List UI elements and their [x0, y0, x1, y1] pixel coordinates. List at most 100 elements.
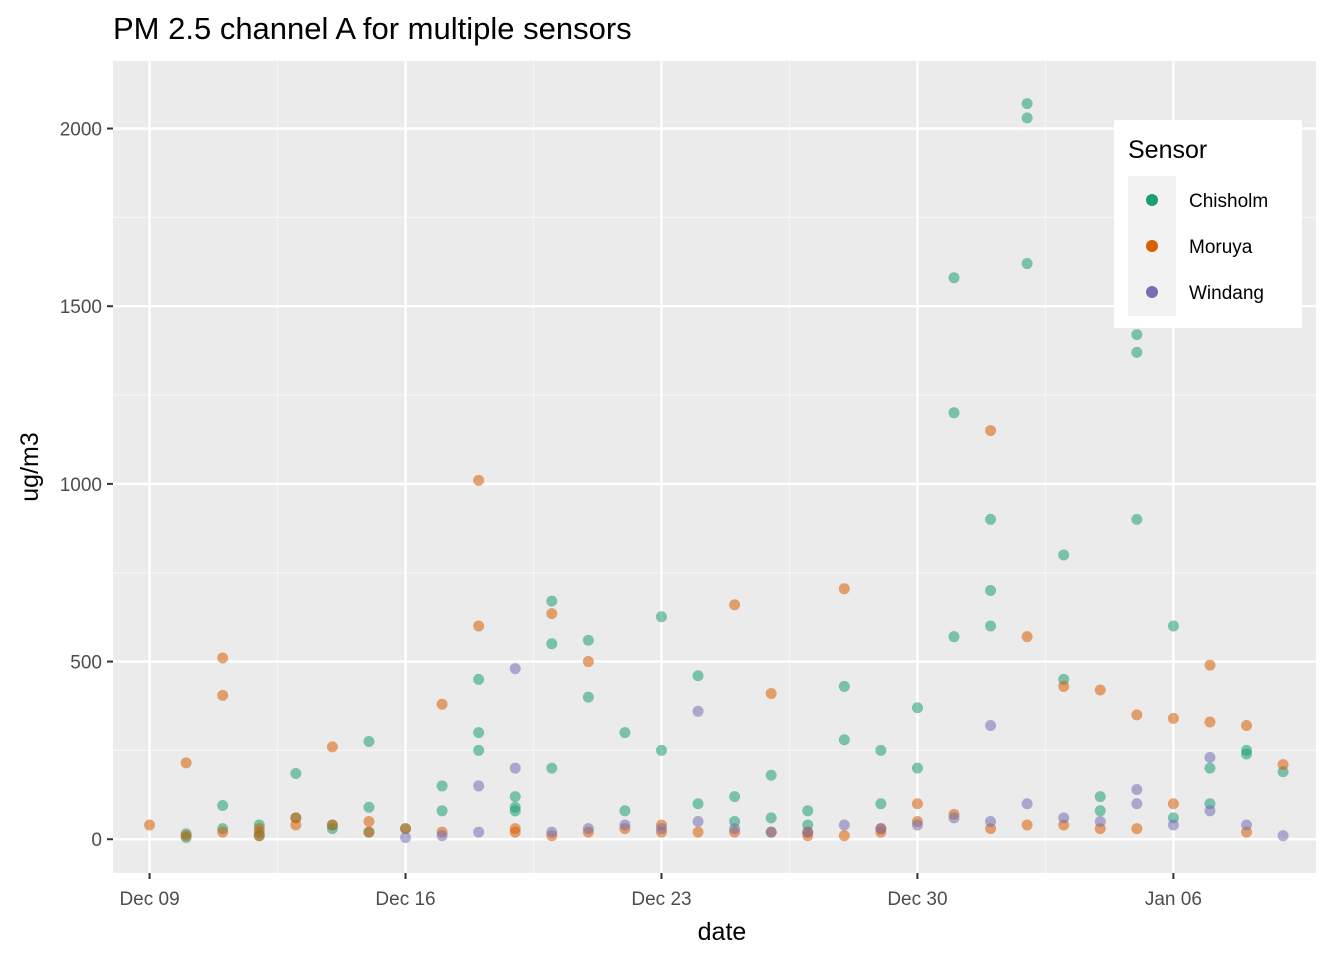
point-chisholm: [1131, 513, 1143, 525]
point-chisholm: [473, 744, 485, 756]
point-chisholm: [802, 805, 814, 817]
y-tick-label: 1000: [60, 475, 102, 496]
point-windang: [838, 819, 850, 831]
point-moruya: [1204, 716, 1216, 728]
point-windang: [948, 812, 960, 824]
point-windang: [1131, 798, 1143, 810]
x-tick-label: Dec 23: [631, 889, 691, 910]
point-moruya: [838, 583, 850, 595]
point-chisholm: [729, 791, 741, 803]
series-windang: [400, 663, 1289, 843]
point-moruya: [326, 819, 338, 831]
point-moruya: [1277, 759, 1289, 771]
point-moruya: [1094, 684, 1106, 696]
point-moruya: [546, 608, 558, 620]
point-windang: [985, 720, 997, 732]
point-windang: [765, 826, 777, 838]
y-axis-title: ug/m3: [16, 432, 44, 501]
point-chisholm: [546, 638, 558, 650]
point-windang: [1058, 812, 1070, 824]
legend-title: Sensor: [1128, 136, 1207, 164]
point-windang: [985, 815, 997, 827]
x-axis-title: date: [698, 918, 747, 946]
point-chisholm: [436, 780, 448, 792]
point-windang: [1094, 815, 1106, 827]
point-chisholm: [619, 805, 631, 817]
point-windang: [1167, 819, 1179, 831]
point-moruya: [1021, 819, 1033, 831]
point-windang: [692, 705, 704, 717]
point-chisholm: [1131, 329, 1143, 341]
point-windang: [692, 815, 704, 827]
point-chisholm: [546, 762, 558, 774]
point-moruya: [985, 425, 997, 437]
point-moruya: [838, 830, 850, 842]
y-tick-label: 2000: [60, 120, 102, 141]
legend-label-windang: Windang: [1189, 283, 1264, 304]
point-windang: [875, 823, 887, 835]
point-moruya: [582, 656, 594, 668]
point-moruya: [180, 757, 192, 769]
point-moruya: [436, 698, 448, 710]
point-moruya: [1021, 631, 1033, 643]
point-windang: [400, 831, 412, 843]
point-windang: [509, 762, 521, 774]
point-moruya: [144, 819, 156, 831]
y-tick-label: 500: [70, 653, 102, 674]
point-moruya: [253, 823, 265, 835]
point-moruya: [217, 826, 229, 838]
point-windang: [473, 780, 485, 792]
point-chisholm: [1241, 748, 1253, 760]
y-tick-label: 1500: [60, 297, 102, 318]
point-windang: [1277, 830, 1289, 842]
point-chisholm: [217, 799, 229, 811]
legend-key-windang: [1146, 286, 1158, 298]
point-moruya: [692, 826, 704, 838]
point-windang: [1204, 752, 1216, 764]
point-windang: [1241, 819, 1253, 831]
point-windang: [911, 819, 923, 831]
point-chisholm: [290, 767, 302, 779]
x-axis-ticks: Dec 09 Dec 16 Dec 23 Dec 30 Jan 06: [119, 873, 1202, 910]
point-chisholm: [838, 734, 850, 746]
point-windang: [582, 823, 594, 835]
point-chisholm: [1021, 98, 1033, 110]
point-chisholm: [765, 812, 777, 824]
point-chisholm: [1058, 549, 1070, 561]
point-chisholm: [911, 762, 923, 774]
point-chisholm: [582, 634, 594, 646]
point-chisholm: [473, 673, 485, 685]
point-chisholm: [838, 680, 850, 692]
point-windang: [509, 663, 521, 675]
y-tick-label: 0: [91, 830, 102, 851]
point-chisholm: [509, 791, 521, 803]
point-chisholm: [1167, 620, 1179, 632]
point-moruya: [400, 823, 412, 835]
point-chisholm: [948, 407, 960, 419]
y-axis-ticks: 0 500 1000 1500 2000: [60, 120, 113, 851]
point-windang: [802, 826, 814, 838]
point-windang: [729, 823, 741, 835]
point-moruya: [1131, 823, 1143, 835]
point-chisholm: [985, 584, 997, 596]
point-chisholm: [1094, 791, 1106, 803]
point-moruya: [1204, 659, 1216, 671]
point-moruya: [729, 599, 741, 611]
point-windang: [1204, 805, 1216, 817]
point-moruya: [1131, 709, 1143, 721]
point-chisholm: [509, 805, 521, 817]
point-chisholm: [692, 798, 704, 810]
legend-key-chisholm: [1146, 194, 1158, 206]
point-chisholm: [911, 702, 923, 714]
point-moruya: [180, 830, 192, 842]
data-points: [144, 98, 1289, 843]
point-windang: [1021, 798, 1033, 810]
point-windang: [436, 830, 448, 842]
point-windang: [546, 826, 558, 838]
point-chisholm: [948, 631, 960, 643]
point-moruya: [911, 798, 923, 810]
point-moruya: [765, 688, 777, 700]
point-chisholm: [1021, 258, 1033, 270]
x-tick-label: Jan 06: [1145, 889, 1202, 910]
